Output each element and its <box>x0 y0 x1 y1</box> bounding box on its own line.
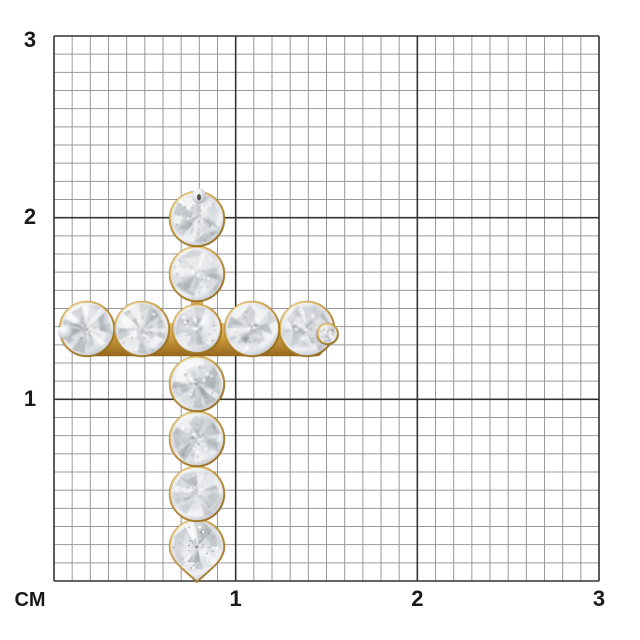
svg-text:1: 1 <box>230 586 242 611</box>
svg-text:2: 2 <box>411 586 423 611</box>
svg-text:3: 3 <box>24 27 36 52</box>
svg-text:CM: CM <box>14 589 45 611</box>
svg-text:1: 1 <box>24 386 36 411</box>
svg-text:3: 3 <box>593 586 605 611</box>
svg-text:2: 2 <box>24 204 36 229</box>
